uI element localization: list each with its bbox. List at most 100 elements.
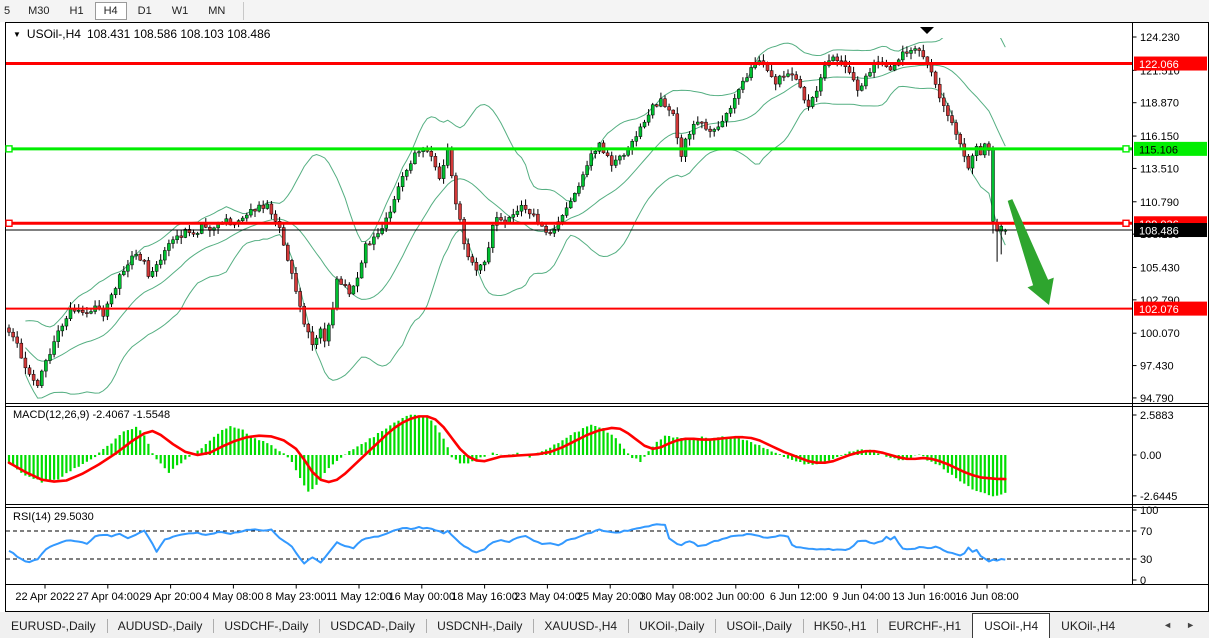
- chart-tab-usoil-daily[interactable]: USOil-,Daily: [715, 614, 802, 638]
- candle-down: [954, 122, 958, 135]
- timeframe-button-MN[interactable]: MN: [208, 5, 226, 17]
- tab-scroll-right-icon[interactable]: ►: [1186, 620, 1195, 630]
- candle-down: [794, 74, 798, 80]
- candle-up: [724, 112, 729, 122]
- timeframe-button-M30[interactable]: M30: [28, 5, 50, 17]
- candle-up: [646, 114, 651, 123]
- chart-tab-usoil-h4[interactable]: USOil-,H4: [972, 613, 1051, 638]
- time-tick-label: 8 May 23:00: [266, 591, 327, 603]
- candle-down: [987, 143, 991, 151]
- candle-down: [343, 284, 347, 286]
- candle-down: [15, 336, 19, 344]
- timeframe-button-5[interactable]: 5: [4, 5, 11, 17]
- chart-tab-ukoil-h4[interactable]: UKOil-,H4: [1061, 619, 1116, 633]
- chart-tab-ukoil-daily[interactable]: UKOil-,Daily: [628, 614, 715, 638]
- candle-up: [314, 337, 319, 345]
- time-tick-label: 9 Jun 04:00: [833, 591, 891, 603]
- candle-down: [466, 243, 470, 258]
- time-tick-label: 16 Jun 08:00: [955, 591, 1019, 603]
- timeframe-button-W1[interactable]: W1: [171, 5, 189, 17]
- candle-down: [523, 204, 528, 210]
- candle-down: [855, 79, 860, 91]
- candle-down: [269, 203, 274, 215]
- time-tick-label: 23 May 04:00: [514, 591, 581, 603]
- candle-up: [163, 250, 167, 261]
- rsi-indicator-label: RSI(14) 29.5030: [13, 511, 94, 523]
- chart-tab-usdchf-daily[interactable]: USDCHF-,Daily: [213, 614, 319, 638]
- candle-down: [294, 273, 298, 292]
- chart-tab-eurusd-daily[interactable]: EURUSD-,Daily: [11, 619, 96, 633]
- timeframe-button-H4[interactable]: H4: [94, 2, 127, 20]
- candle-up: [495, 217, 499, 226]
- time-tick-label: 11 May 12:00: [326, 591, 392, 603]
- candle-down: [306, 323, 311, 333]
- candle-down: [261, 204, 265, 209]
- line-anchor-square[interactable]: [1122, 145, 1130, 153]
- timeframe-button-H1[interactable]: H1: [69, 5, 84, 17]
- timeframe-button-D1[interactable]: D1: [137, 5, 152, 17]
- candle-up: [199, 224, 204, 234]
- price-tick-label: 116.150: [1140, 131, 1179, 143]
- chart-tab-eurchf-h1[interactable]: EURCHF-,H1: [877, 614, 972, 638]
- chart-canvas[interactable]: 124.230121.510118.870116.150113.510110.7…: [0, 22, 1209, 612]
- candle-down: [81, 309, 85, 313]
- candle-down: [286, 244, 290, 261]
- time-tick-label: 27 Apr 04:00: [77, 591, 139, 603]
- macd-panel: [7, 414, 1007, 497]
- price-tick-label: 118.870: [1140, 98, 1179, 110]
- chart-tab-xauusd-h4[interactable]: XAUUSD-,H4: [533, 614, 628, 638]
- chart-tab-hk50-h1[interactable]: HK50-,H1: [802, 614, 878, 638]
- chart-tab-usdcnh-daily[interactable]: USDCNH-,Daily: [426, 614, 533, 638]
- macd-indicator-label: MACD(12,26,9) -2.4067 -1.5548: [13, 409, 171, 421]
- chart-tab-bar: EURUSD-,Daily AUDUSD-,Daily USDCHF-,Daily U…: [0, 612, 1209, 638]
- line-anchor-square[interactable]: [5, 145, 13, 153]
- rsi-tick-label: 70: [1140, 526, 1152, 538]
- candle-up: [909, 50, 913, 54]
- candle-down: [782, 75, 786, 78]
- time-tick-label: 16 May 00:00: [388, 591, 455, 603]
- price-tick-label: 113.510: [1140, 163, 1179, 175]
- top-triangle-marker[interactable]: [920, 27, 934, 34]
- chart-window: ▼ USOil-,H4 108.431 108.586 108.103 108.…: [0, 22, 1209, 612]
- candle-down: [675, 113, 680, 139]
- candle-down: [966, 155, 971, 169]
- candle-up: [380, 228, 384, 234]
- candle-down: [605, 152, 610, 156]
- candle-up: [109, 294, 114, 305]
- svg-text:108.486: 108.486: [1139, 226, 1179, 238]
- candle-up: [388, 211, 393, 219]
- candle-up: [687, 133, 692, 140]
- down-arrow-object[interactable]: [1007, 199, 1054, 305]
- candle-up: [515, 210, 520, 215]
- candle-up: [913, 48, 917, 51]
- candle-up: [614, 159, 618, 166]
- candle-up: [642, 121, 647, 128]
- candle-down: [839, 60, 844, 63]
- candle-up: [175, 235, 179, 241]
- tab-scroll-left-icon[interactable]: ◄: [1163, 620, 1173, 630]
- candle-up: [622, 154, 626, 157]
- svg-text:122.066: 122.066: [1139, 59, 1179, 71]
- chart-tab-usdcad-daily[interactable]: USDCAD-,Daily: [319, 614, 426, 638]
- candle-up: [441, 165, 446, 179]
- candle-up: [745, 77, 749, 82]
- candle-up: [60, 325, 65, 332]
- line-anchor-square[interactable]: [5, 219, 13, 227]
- candle-down: [921, 50, 926, 58]
- chart-tab-audusd-daily[interactable]: AUDUSD-,Daily: [106, 614, 214, 638]
- candle-up: [335, 278, 339, 309]
- candle-up: [413, 152, 417, 165]
- time-axis[interactable]: 22 Apr 2022 27 Apr 04:00 29 Apr 20:00 4 May…: [15, 584, 1019, 604]
- time-tick-label: 22 Apr 2022: [15, 591, 74, 603]
- svg-text:102.076: 102.076: [1139, 304, 1179, 316]
- candle-down: [458, 203, 462, 220]
- price-axis[interactable]: 124.230121.510118.870116.150113.510110.7…: [1132, 32, 1208, 587]
- candle-down: [527, 209, 532, 215]
- candle-up: [720, 120, 725, 128]
- candle-up: [511, 214, 516, 218]
- line-anchor-square[interactable]: [1122, 219, 1130, 227]
- candle-down: [339, 278, 343, 285]
- candle-down: [474, 262, 479, 271]
- candle-down: [462, 219, 466, 245]
- chart-dropdown-icon[interactable]: ▼: [13, 29, 21, 39]
